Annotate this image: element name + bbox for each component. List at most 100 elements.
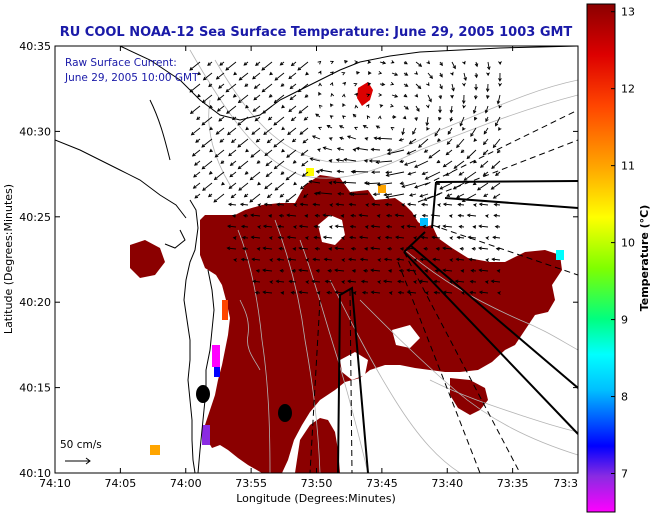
current-vector [460, 269, 465, 273]
current-vector [426, 104, 430, 109]
current-vector [252, 72, 261, 80]
current-vector [472, 225, 477, 229]
current-vector [318, 70, 322, 75]
current-vector [261, 83, 273, 93]
current-vector [362, 125, 369, 129]
sst-southeast-patch [450, 378, 488, 415]
current-vector [341, 258, 346, 262]
current-vector [349, 224, 357, 229]
current-vector [335, 158, 345, 162]
current-vector [350, 192, 369, 197]
current-vector [249, 171, 261, 181]
current-vector [286, 149, 297, 158]
current-vector [483, 193, 489, 197]
scale-label: 50 cm/s [60, 439, 102, 451]
current-vector [313, 235, 321, 240]
current-vector [498, 61, 502, 65]
current-vector [287, 127, 297, 136]
current-vector [478, 290, 489, 295]
current-vector [358, 213, 369, 218]
cool-edge-spot-1 [420, 218, 428, 226]
current-vector [269, 280, 274, 284]
current-vector [330, 60, 334, 65]
current-vector [326, 290, 333, 295]
current-vector [433, 290, 441, 295]
current-vector [403, 60, 408, 65]
current-vector [439, 61, 443, 67]
current-vector [387, 269, 393, 273]
current-vector [293, 181, 297, 186]
current-vector [269, 71, 273, 76]
current-vector [340, 236, 345, 240]
current-vector [323, 257, 333, 262]
current-vector [459, 116, 465, 127]
current-vector [280, 291, 285, 295]
current-vector [343, 157, 357, 162]
current-vector [399, 159, 405, 164]
current-vector [447, 127, 453, 135]
current-vector [436, 159, 441, 164]
scale-arrow [65, 457, 91, 465]
x-axis-ticks: 74:10 74:05 74:00 73:55 73:50 73:45 73:40 73:35… [39, 46, 579, 490]
current-vector [350, 246, 357, 251]
current-vector [394, 213, 405, 218]
current-vector [355, 146, 369, 151]
current-vector [438, 94, 443, 100]
current-vector [298, 246, 309, 251]
current-vector [492, 193, 501, 199]
current-vector [473, 159, 477, 164]
current-vector [327, 269, 333, 273]
current-vector [263, 202, 273, 207]
current-vector [406, 202, 417, 207]
current-vector [244, 104, 249, 109]
current-vector [487, 61, 491, 71]
annotation-line1: Raw Surface Current: [65, 57, 177, 69]
current-vector [402, 115, 407, 120]
current-vector [470, 268, 477, 273]
current-vector [458, 224, 465, 229]
current-vector [348, 257, 357, 262]
current-vector [228, 149, 237, 157]
current-vector [484, 214, 489, 218]
colorbar-tick-label: 8 [621, 391, 628, 404]
current-vector [421, 171, 429, 176]
current-vector [359, 257, 369, 262]
current-vector [194, 193, 201, 199]
current-vector [347, 279, 357, 284]
current-vector [452, 182, 465, 190]
current-vector [494, 224, 501, 229]
current-vector [263, 127, 273, 136]
current-vector [370, 147, 381, 152]
current-vector [267, 116, 273, 121]
current-vector [341, 93, 346, 98]
current-vector [439, 72, 443, 78]
marker-station-west [196, 385, 210, 403]
current-vector [426, 82, 430, 87]
marker-station-east [278, 404, 292, 422]
current-vector [353, 82, 358, 87]
current-vector [208, 104, 213, 109]
current-vector [391, 94, 399, 98]
current-vector [193, 171, 201, 178]
current-vector [230, 138, 237, 144]
current-vector [338, 125, 345, 129]
current-vector [403, 72, 409, 76]
current-vector [370, 290, 381, 295]
sst-lower-left-patch [130, 240, 165, 278]
chart-title: RU COOL NOAA-12 Sea Surface Temperature:… [60, 25, 573, 40]
current-vector [414, 160, 429, 168]
y-tick-label: 40:10 [19, 467, 51, 480]
current-vector [435, 247, 441, 251]
current-vector [339, 136, 345, 141]
x-tick-label: 73:35 [497, 477, 529, 490]
current-vector [191, 149, 201, 157]
current-vector [364, 247, 369, 251]
current-vector [379, 60, 387, 65]
current-vector [287, 257, 297, 262]
current-vector [474, 94, 478, 100]
current-vector [334, 246, 345, 251]
current-vector [437, 138, 441, 142]
current-vector [237, 116, 249, 126]
current-vector [317, 60, 322, 65]
current-vector [469, 279, 477, 284]
